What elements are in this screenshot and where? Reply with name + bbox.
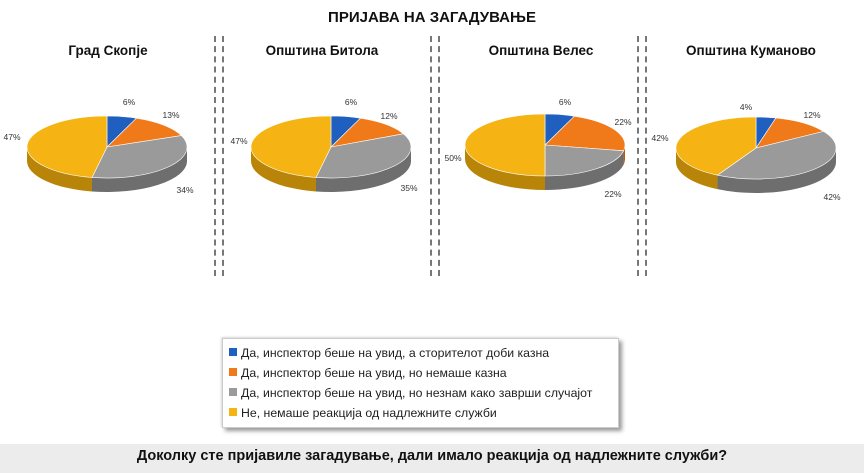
pie-data-label: 22% bbox=[614, 117, 631, 127]
pie-slice-side bbox=[251, 147, 317, 192]
pie-slice-side bbox=[316, 147, 411, 192]
legend-item: Да, инспектор беше на увид, но немаше ка… bbox=[229, 366, 507, 382]
pie-data-label: 42% bbox=[651, 133, 668, 143]
pie-data-label: 6% bbox=[345, 97, 358, 107]
pie-slice bbox=[464, 113, 546, 177]
pie-slice bbox=[250, 115, 332, 178]
chart-title-bitola: Општина Битола bbox=[265, 43, 379, 58]
pie-data-label: 42% bbox=[823, 192, 840, 202]
legend-label: Да, инспектор беше на увид, но незнам ка… bbox=[241, 386, 593, 400]
pie-data-label: 47% bbox=[3, 132, 20, 142]
pie-slice-side bbox=[465, 145, 545, 190]
pie-data-label: 6% bbox=[559, 97, 572, 107]
chart-separator bbox=[430, 36, 440, 276]
legend-item: Не, немаше реакција од надлежните служби bbox=[229, 406, 497, 422]
chart-title-skopje: Град Скопје bbox=[68, 43, 148, 58]
pie-data-label: 35% bbox=[400, 183, 417, 193]
pie-data-label: 4% bbox=[740, 102, 753, 112]
chart-separator bbox=[214, 36, 224, 276]
pie-slice bbox=[106, 117, 183, 148]
pie-slice-side bbox=[545, 150, 624, 190]
pie-slice bbox=[755, 117, 825, 149]
pie-slice bbox=[675, 116, 757, 176]
pie-data-label: 34% bbox=[176, 185, 193, 195]
pie-slice-side bbox=[623, 145, 625, 165]
legend-label: Да, инспектор беше на увид, но немаше ка… bbox=[241, 366, 507, 380]
chart-title-kumanovo: Општина Куманово bbox=[686, 43, 816, 58]
pie-slice bbox=[315, 133, 412, 179]
legend: Да, инспектор беше на увид, а сторителот… bbox=[222, 338, 619, 428]
pie-slice-side bbox=[676, 148, 718, 190]
legend-label: Не, немаше реакција од надлежните служби bbox=[241, 406, 497, 420]
legend-item: Да, инспектор беше на увид, но незнам ка… bbox=[229, 386, 592, 402]
pie-slice bbox=[26, 115, 108, 178]
legend-swatch-gray bbox=[229, 388, 237, 396]
page-title: ПРИЈАВА НА ЗАГАДУВАЊЕ bbox=[328, 9, 536, 26]
pie-slice bbox=[716, 131, 837, 180]
pie-slice bbox=[330, 117, 405, 148]
chart-separator bbox=[637, 36, 647, 276]
pie-charts: 6% 13% 34% 47% 6% 12% 35% 47% 6% 22% 22% 50% 4% 12% 42… bbox=[3, 97, 840, 202]
pie-data-label: 22% bbox=[604, 189, 621, 199]
legend-label: Да, инспектор беше на увид, а сторителот… bbox=[241, 346, 550, 360]
pie-slice-side bbox=[27, 147, 93, 192]
legend-swatch-orange bbox=[229, 368, 237, 376]
pie-slice bbox=[544, 115, 626, 152]
pie-data-label: 47% bbox=[230, 136, 247, 146]
legend-swatch-yellow bbox=[229, 408, 237, 416]
pie-data-label: 50% bbox=[444, 153, 461, 163]
question-band bbox=[0, 444, 864, 473]
pie-slice bbox=[91, 135, 188, 179]
survey-question: Доколку сте пријавиле загадување, дали и… bbox=[136, 448, 728, 464]
pie-slice-side bbox=[92, 147, 187, 192]
legend-item: Да, инспектор беше на увид, а сторителот… bbox=[229, 346, 549, 362]
pie-data-label: 13% bbox=[162, 110, 179, 120]
pie-data-label: 6% bbox=[123, 97, 136, 107]
pie-data-label: 12% bbox=[803, 110, 820, 120]
chart-title-veles: Општина Велес bbox=[488, 43, 594, 58]
pie-slice bbox=[544, 144, 625, 177]
pie-slice-side bbox=[717, 148, 836, 193]
legend-swatch-blue bbox=[229, 348, 237, 356]
pie-data-label: 12% bbox=[380, 111, 397, 121]
